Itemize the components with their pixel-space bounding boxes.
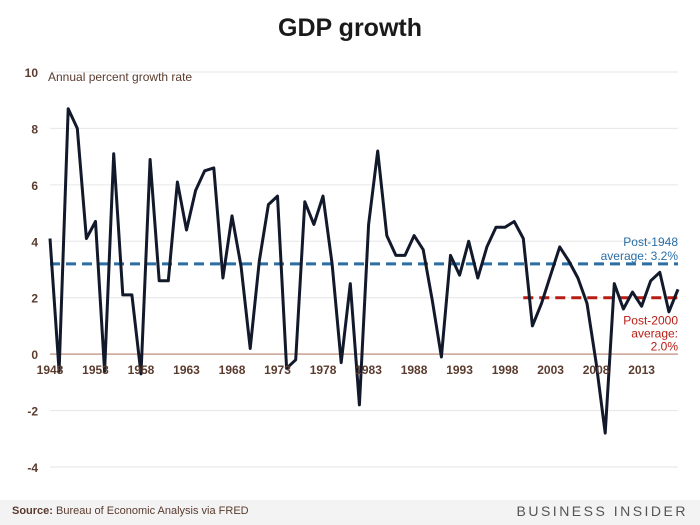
x-tick-labels: 1948 1953 1958 1963 1968 1973 1978 1983 1988 1993…	[37, 363, 656, 377]
footer-bar: Source: Bureau of Economic Analysis via …	[0, 500, 700, 525]
y-tick-label: 10	[25, 66, 39, 80]
gdp-growth-chart: -4 -2 0 2 4 6 8 10 1948 1953 1958 1963 1968 1973 1978…	[25, 66, 680, 475]
source-text: Bureau of Economic Analysis via FRED	[56, 505, 249, 517]
y-tick-label: 0	[31, 348, 38, 362]
x-tick-label: 1983	[355, 363, 382, 377]
y-tick-label: -4	[27, 461, 38, 475]
x-tick-label: 1958	[128, 363, 155, 377]
x-tick-label: 1953	[82, 363, 109, 377]
source-note: Source: Bureau of Economic Analysis via …	[12, 505, 249, 517]
x-tick-label: 2008	[583, 363, 610, 377]
x-tick-label: 1978	[310, 363, 337, 377]
x-tick-label: 1993	[446, 363, 473, 377]
y-tick-label: 4	[31, 235, 38, 249]
x-tick-label: 2013	[628, 363, 655, 377]
y-axis-label: Annual percent growth rate	[48, 70, 192, 84]
post-2000-label-line3: 2.0%	[651, 340, 679, 354]
y-tick-label: 8	[31, 122, 38, 136]
chart-title: GDP growth	[278, 14, 422, 42]
brand-logo: BUSINESS INSIDER	[516, 503, 688, 519]
x-tick-label: 1998	[492, 363, 519, 377]
y-tick-labels: -4 -2 0 2 4 6 8 10	[25, 66, 39, 475]
reference-lines	[50, 262, 678, 300]
x-tick-label: 1963	[173, 363, 200, 377]
post-1948-label-line1: Post-1948	[623, 235, 678, 249]
post-2000-label-line1: Post-2000	[623, 314, 678, 328]
x-tick-label: 1968	[219, 363, 246, 377]
y-tick-label: 6	[31, 179, 38, 193]
post-2000-label-line2: average:	[631, 327, 678, 341]
x-tick-label: 1973	[264, 363, 291, 377]
x-tick-label: 1948	[37, 363, 64, 377]
y-tick-label: 2	[31, 292, 38, 306]
gdp-growth-series-line	[48, 107, 680, 435]
x-tick-label: 1988	[401, 363, 428, 377]
x-tick-label: 2003	[537, 363, 564, 377]
source-label: Source:	[12, 505, 53, 517]
post-1948-label-line2: average: 3.2%	[601, 249, 679, 263]
y-tick-label: -2	[27, 405, 38, 419]
